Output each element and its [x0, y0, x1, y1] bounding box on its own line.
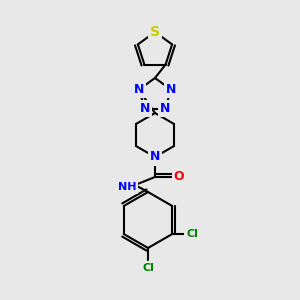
- Text: N: N: [160, 102, 170, 115]
- Text: Cl: Cl: [186, 229, 198, 239]
- Text: Cl: Cl: [142, 263, 154, 273]
- Text: NH: NH: [118, 182, 136, 192]
- Text: N: N: [166, 83, 176, 96]
- Text: S: S: [150, 25, 160, 39]
- Text: N: N: [150, 151, 160, 164]
- Text: O: O: [174, 170, 184, 184]
- Text: N: N: [134, 83, 144, 96]
- Text: N: N: [140, 102, 150, 115]
